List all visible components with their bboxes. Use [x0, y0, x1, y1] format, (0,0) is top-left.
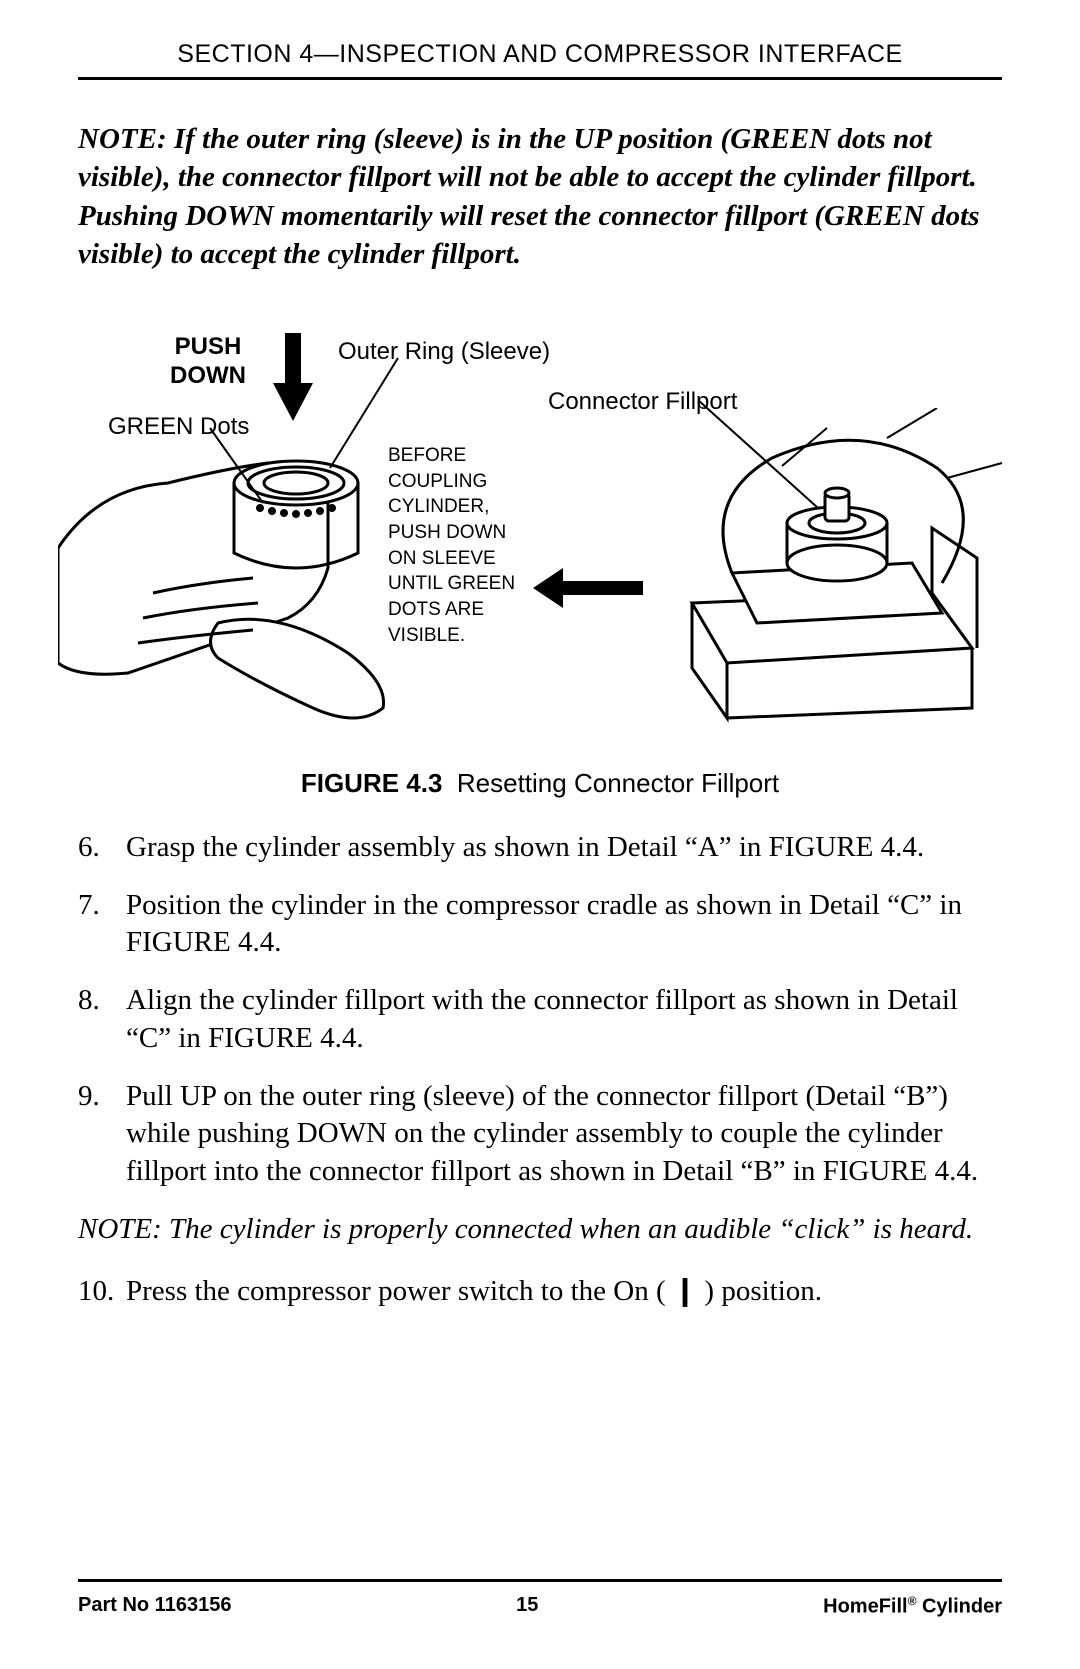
label-green-dots: GREEN Dots: [108, 413, 249, 442]
note-paragraph-2: NOTE: The cylinder is properly connected…: [78, 1211, 1002, 1249]
step-9: 9.Pull UP on the outer ring (sleeve) of …: [78, 1078, 1002, 1191]
step-number: 10.: [78, 1273, 126, 1311]
figure-4-3: PUSH DOWN GREEN Dots Outer Ring (Sleeve)…: [78, 318, 1002, 758]
step-text: Align the cylinder fillport with the con…: [126, 982, 1002, 1057]
step-6: 6.Grasp the cylinder assembly as shown i…: [78, 829, 1002, 867]
step-number: 9.: [78, 1078, 126, 1191]
step-text: Pull UP on the outer ring (sleeve) of th…: [126, 1078, 1002, 1191]
step-text: Press the compressor power switch to the…: [126, 1273, 1002, 1311]
label-outer-ring: Outer Ring (Sleeve): [338, 338, 550, 367]
step-number: 7.: [78, 887, 126, 962]
footer-page-number: 15: [516, 1594, 538, 1619]
footer-part-no: Part No 1163156: [78, 1594, 231, 1619]
step-10: 10.Press the compressor power switch to …: [78, 1273, 1002, 1311]
step-list: 6.Grasp the cylinder assembly as shown i…: [78, 829, 1002, 1191]
label-push-down: PUSH DOWN: [163, 333, 253, 391]
section-header: SECTION 4—INSPECTION AND COMPRESSOR INTE…: [78, 40, 1002, 80]
page-footer: Part No 1163156 15 HomeFill® Cylinder: [78, 1579, 1002, 1619]
figure-caption-label: FIGURE 4.3: [301, 768, 443, 798]
figure-caption-text: Resetting Connector Fillport: [457, 768, 779, 798]
figure-caption: FIGURE 4.3 Resetting Connector Fillport: [78, 768, 1002, 799]
note-paragraph-1: NOTE: If the outer ring (sleeve) is in t…: [78, 120, 1002, 273]
step-7: 7.Position the cylinder in the compresso…: [78, 887, 1002, 962]
step-text: Position the cylinder in the compressor …: [126, 887, 1002, 962]
footer-product-name: HomeFill: [823, 1596, 907, 1618]
step-number: 8.: [78, 982, 126, 1057]
step-8: 8.Align the cylinder fillport with the c…: [78, 982, 1002, 1057]
step-text: Grasp the cylinder assembly as shown in …: [126, 829, 1002, 867]
footer-product-suffix: Cylinder: [916, 1596, 1002, 1618]
footer-product: HomeFill® Cylinder: [823, 1594, 1002, 1619]
step-list-2: 10.Press the compressor power switch to …: [78, 1273, 1002, 1311]
label-center-note: BEFORE COUPLING CYLINDER, PUSH DOWN ON S…: [388, 443, 538, 648]
label-connector-fillport: Connector Fillport: [548, 388, 737, 417]
step-number: 6.: [78, 829, 126, 867]
